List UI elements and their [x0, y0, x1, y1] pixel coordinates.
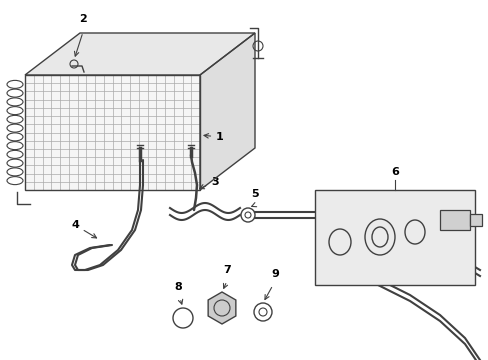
- Text: 1: 1: [203, 132, 224, 142]
- Text: 9: 9: [270, 269, 278, 279]
- Bar: [314, 190, 474, 285]
- Circle shape: [241, 208, 254, 222]
- Text: 7: 7: [223, 265, 230, 275]
- Polygon shape: [200, 33, 254, 190]
- Text: 6: 6: [390, 167, 398, 177]
- Text: 3: 3: [199, 177, 218, 189]
- Polygon shape: [25, 75, 200, 190]
- Polygon shape: [208, 292, 235, 324]
- Text: 5: 5: [251, 189, 258, 199]
- Bar: [439, 210, 469, 230]
- Text: 8: 8: [174, 282, 182, 292]
- Bar: [469, 214, 481, 226]
- Text: 4: 4: [71, 220, 96, 238]
- Polygon shape: [25, 33, 254, 75]
- Text: 2: 2: [79, 14, 87, 24]
